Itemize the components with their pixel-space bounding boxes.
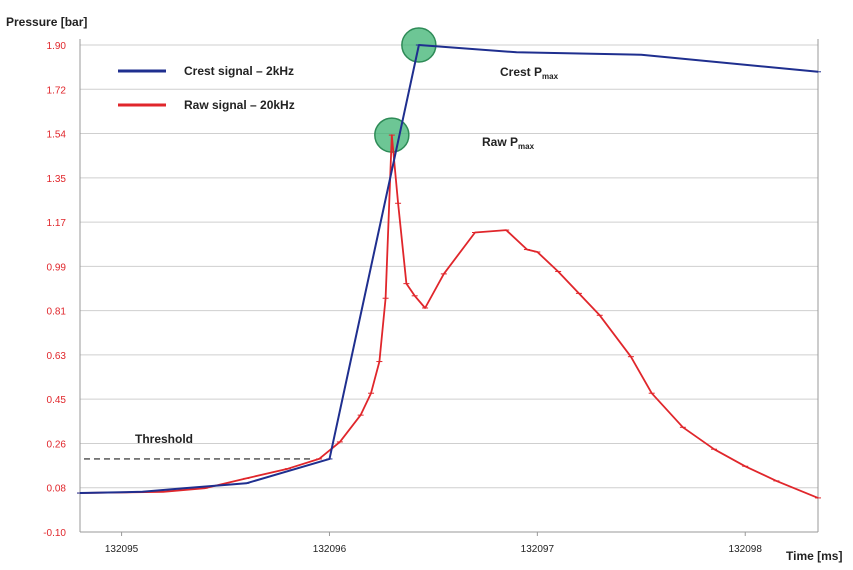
annotation-raw-text: Raw P xyxy=(482,135,518,149)
x-tick-label: 132098 xyxy=(729,544,763,555)
legend: Crest signal – 2kHz Raw signal – 20kHz xyxy=(118,64,295,112)
y-tick-label: 0.99 xyxy=(47,262,67,273)
y-tick-labels: 1.90 1.72 1.54 1.35 1.17 0.99 0.81 0.63 0.45 0.26… xyxy=(43,41,66,539)
y-tick-label: 0.63 xyxy=(47,351,67,362)
annotation-crest-sub: max xyxy=(542,72,559,81)
x-axis-title: Time [ms] xyxy=(786,549,842,563)
x-tick-label: 132095 xyxy=(105,544,139,555)
y-tick-label: 1.35 xyxy=(47,174,67,185)
annotation-crest-text: Crest P xyxy=(500,65,542,79)
series-lines xyxy=(77,44,821,499)
y-tick-label: 1.54 xyxy=(47,130,67,141)
grid-lines xyxy=(80,44,818,533)
y-tick-label: 1.72 xyxy=(47,85,67,96)
x-tick-labels: 132095 132096 132097 132098 xyxy=(105,532,762,555)
threshold-label: Threshold xyxy=(135,432,193,446)
annotation-raw-sub: max xyxy=(518,142,535,151)
y-tick-label: 0.26 xyxy=(47,439,67,450)
y-tick-label: 0.81 xyxy=(47,307,67,318)
legend-label-raw: Raw signal – 20kHz xyxy=(184,98,295,112)
y-tick-label: 0.08 xyxy=(47,484,67,495)
y-tick-label: -0.10 xyxy=(43,528,66,539)
y-tick-label: 0.45 xyxy=(47,395,67,406)
y-tick-label: 1.90 xyxy=(47,41,67,52)
y-axis-title: Pressure [bar] xyxy=(6,15,87,29)
x-tick-label: 132096 xyxy=(313,544,347,555)
series-line-crest xyxy=(79,44,819,494)
legend-label-crest: Crest signal – 2kHz xyxy=(184,64,294,78)
x-tick-label: 132097 xyxy=(521,544,555,555)
annotation-crest-pmax: Crest Pmax xyxy=(500,65,559,81)
y-tick-label: 1.17 xyxy=(47,218,67,229)
annotation-raw-pmax: Raw Pmax xyxy=(482,135,535,151)
